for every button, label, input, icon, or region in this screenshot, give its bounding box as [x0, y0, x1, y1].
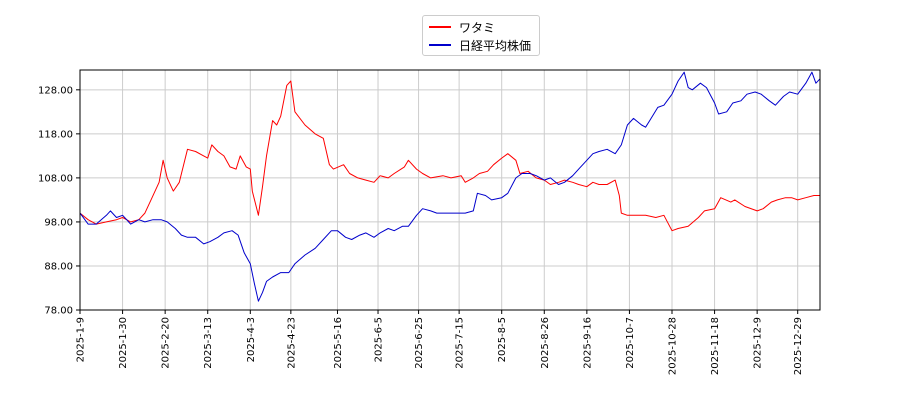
plot-area	[80, 70, 820, 310]
x-tick-label: 2025-6-5	[374, 317, 385, 362]
x-tick-label: 2025-7-15	[455, 317, 466, 369]
legend-item-watami: ワタミ	[429, 18, 495, 36]
y-tick-label: 78.00	[44, 306, 73, 317]
x-tick-label: 2025-1-9	[76, 317, 87, 362]
x-tick-label: 2025-2-20	[161, 317, 172, 369]
x-tick-label: 2025-12-29	[793, 317, 804, 375]
legend-swatch-watami	[429, 26, 451, 28]
series-line-watami	[79, 80, 820, 232]
y-tick-label: 128.00	[38, 85, 73, 96]
series-line-nikkei	[79, 71, 821, 302]
y-tick-label: 118.00	[38, 129, 73, 140]
y-tick-label: 108.00	[38, 173, 73, 184]
legend-swatch-nikkei	[429, 44, 451, 46]
y-axis: 78.00 88.00 98.00 108.00 118.00 128.00	[38, 85, 80, 317]
grid-lines	[79, 70, 820, 311]
legend-item-nikkei: 日経平均株価	[429, 36, 531, 54]
x-tick-label: 2025-8-5	[497, 317, 508, 362]
x-tick-label: 2025-10-28	[668, 317, 679, 375]
x-tick-label: 2025-1-30	[118, 317, 129, 369]
legend-label-nikkei: 日経平均株価	[459, 38, 532, 53]
x-tick-label: 2025-4-3	[246, 317, 257, 362]
x-tick-label: 2025-12-9	[753, 317, 764, 369]
plot-frame	[79, 69, 821, 311]
series-layer	[79, 71, 821, 302]
x-tick-label: 2025-4-23	[286, 317, 297, 369]
legend-label-watami: ワタミ	[459, 20, 496, 35]
x-tick-label: 2025-8-26	[540, 317, 551, 369]
x-axis: 2025-1-9 2025-1-30 2025-2-20 2025-3-13 2025-…	[76, 310, 804, 375]
x-tick-label: 2025-6-25	[414, 317, 425, 369]
x-tick-label: 2025-5-16	[333, 317, 344, 369]
legend: ワタミ 日経平均株価	[422, 15, 540, 56]
y-tick-label: 98.00	[44, 217, 73, 228]
x-tick-label: 2025-11-18	[710, 317, 721, 375]
x-tick-label: 2025-10-7	[625, 317, 636, 369]
x-tick-label: 2025-3-13	[203, 317, 214, 369]
y-tick-label: 88.00	[44, 261, 73, 272]
x-tick-label: 2025-9-16	[582, 317, 593, 369]
